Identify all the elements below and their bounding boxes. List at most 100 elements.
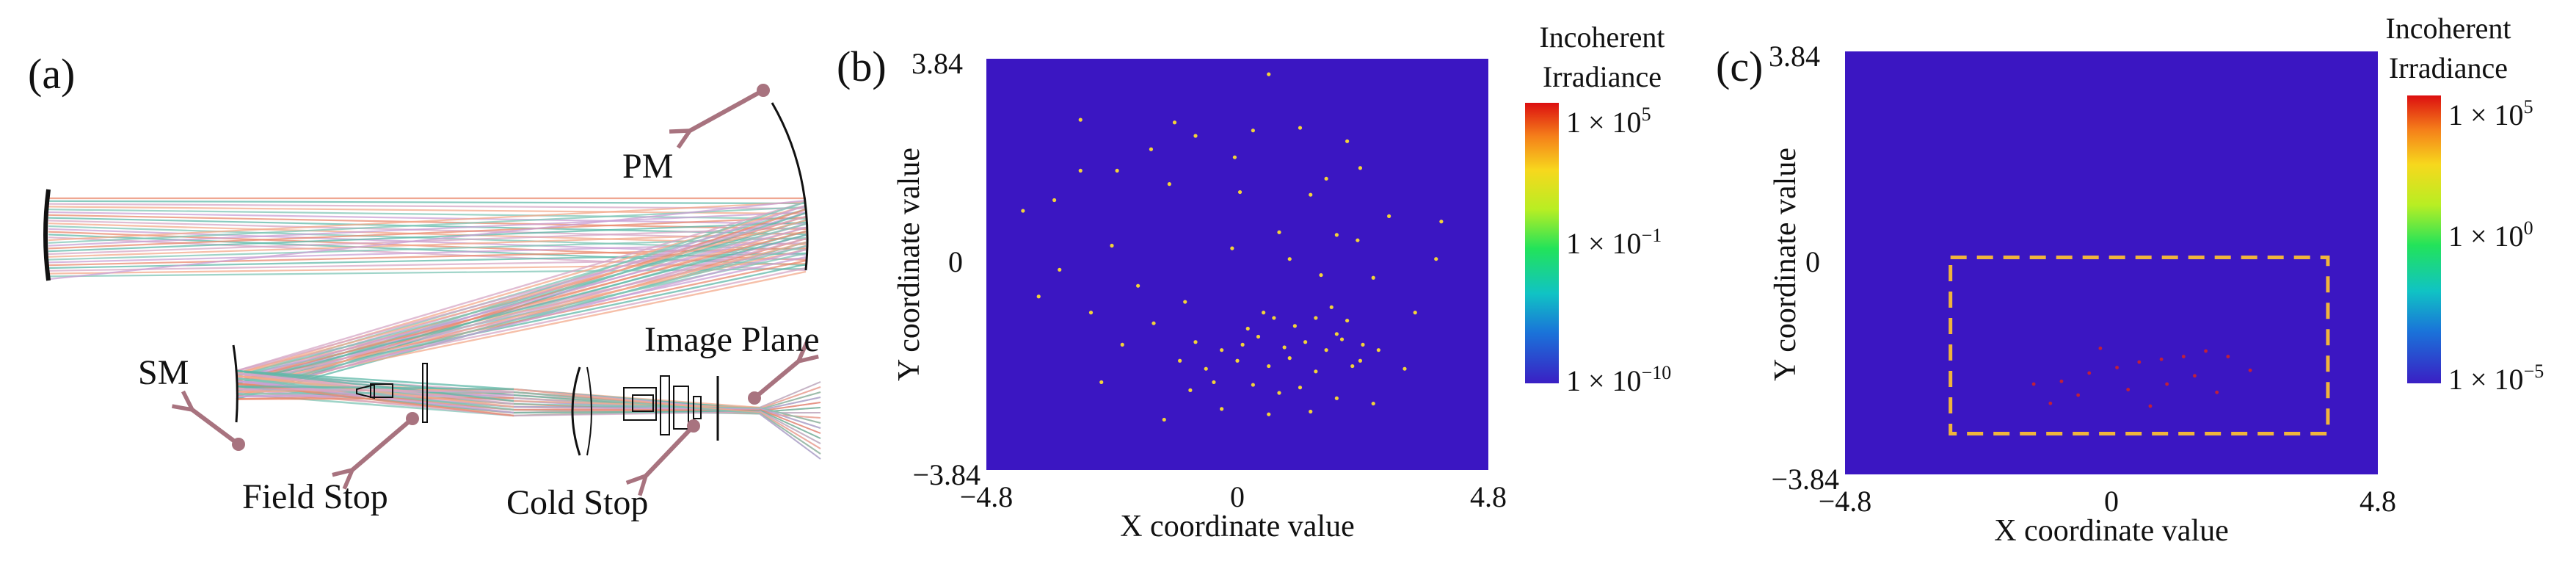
- irradiance-point: [1162, 417, 1166, 422]
- ray: [48, 199, 807, 281]
- field-stop-pointer-arrow: [352, 412, 419, 470]
- irradiance-point: [1309, 409, 1313, 414]
- irradiance-point: [1136, 283, 1140, 288]
- colorbar-b: Incoherent Irradiance 1 × 105 1 × 10−1 1…: [1525, 21, 1671, 397]
- ray: [759, 412, 821, 455]
- irradiance-point: [1220, 348, 1224, 352]
- irradiance-point: [1334, 396, 1339, 400]
- image-plane-label: Image Plane: [644, 320, 820, 359]
- ray: [48, 200, 807, 205]
- irradiance-point: [1256, 334, 1261, 339]
- ray: [759, 386, 821, 410]
- ray: [48, 200, 807, 242]
- irradiance-point: [1178, 358, 1182, 363]
- irradiance-point: [1314, 369, 1318, 374]
- irradiance-point: [2193, 374, 2197, 378]
- ray: [236, 248, 807, 395]
- irradiance-point: [1251, 129, 1255, 133]
- irradiance-point: [1267, 412, 1271, 416]
- ray: [759, 397, 821, 411]
- irradiance-point: [1052, 198, 1057, 203]
- irradiance-point: [1345, 139, 1350, 143]
- ray: [48, 236, 807, 261]
- colorbar-title-line2-c: Irradiance: [2389, 51, 2508, 84]
- irradiance-point: [2115, 366, 2119, 369]
- primary-mirror: [771, 102, 809, 271]
- ray-bundle-relay: [236, 369, 821, 460]
- colorbar-title-line1-b: Incoherent: [1539, 21, 1664, 54]
- colorbar-tick-bottom-c: 1 × 10−5: [2448, 361, 2544, 396]
- irradiance-point: [1356, 238, 1360, 242]
- x-tick-min-c: −4.8: [1819, 485, 1872, 518]
- irradiance-point: [1204, 366, 1208, 371]
- ray: [759, 411, 821, 449]
- irradiance-point: [2059, 379, 2064, 383]
- irradiance-point: [1188, 388, 1193, 392]
- irradiance-point: [1058, 267, 1062, 272]
- ray: [236, 226, 807, 380]
- irradiance-point: [2226, 355, 2230, 358]
- ray: [759, 391, 821, 411]
- panel-c: (c) 3.84 0 −3.84 −4.8 0 4.8 X coordinate…: [1716, 12, 2544, 548]
- irradiance-point: [1324, 176, 1328, 181]
- irradiance-points-c: [2031, 346, 2252, 408]
- ray: [236, 219, 807, 375]
- irradiance-point: [1358, 358, 1363, 363]
- irradiance-point: [2087, 371, 2092, 375]
- irradiance-point: [1277, 230, 1281, 234]
- colorbar-tick-mid-b: 1 × 10−1: [1566, 225, 1662, 260]
- irradiance-point: [1230, 246, 1234, 250]
- ray-bundle-return: [236, 200, 807, 400]
- y-tick-min-c: −3.84: [1771, 463, 1839, 496]
- irradiance-point: [2098, 346, 2103, 350]
- ray: [236, 256, 807, 380]
- ray: [759, 381, 821, 408]
- irradiance-point: [1245, 326, 1250, 331]
- ray: [236, 223, 807, 377]
- irradiance-point: [1434, 257, 1438, 261]
- irradiance-point: [1099, 380, 1104, 385]
- pm-label: PM: [622, 147, 673, 186]
- irradiance-point: [1314, 316, 1318, 320]
- ray: [759, 408, 821, 434]
- colorbar-c: Incoherent Irradiance 1 × 105 1 × 100 1 …: [2385, 12, 2544, 396]
- y-tick-zero-b: 0: [948, 245, 963, 278]
- irradiance-point: [2031, 382, 2036, 386]
- colorbar-tick-bottom-b: 1 × 10−10: [1566, 362, 1671, 397]
- irradiance-point: [1358, 166, 1363, 170]
- irradiance-point: [1287, 356, 1292, 361]
- y-axis-label-c: Y coordinate value: [1769, 148, 1802, 381]
- irradiance-point: [2148, 404, 2153, 408]
- detector-plot-c: [1845, 51, 2378, 474]
- ray: [48, 216, 807, 250]
- irradiance-point: [2248, 368, 2252, 372]
- ray: [48, 231, 807, 258]
- irradiance-point: [1036, 294, 1041, 299]
- irradiance-point: [1324, 348, 1328, 352]
- irradiance-point: [1078, 168, 1083, 173]
- irradiance-point: [1262, 311, 1266, 315]
- colorbar-title-line1-c: Incoherent: [2385, 12, 2511, 45]
- colorbar-gradient-b: [1525, 103, 1559, 383]
- x-axis-label-c: X coordinate value: [1994, 514, 2229, 548]
- irradiance-point: [1329, 305, 1334, 309]
- x-tick-max-b: 4.8: [1470, 480, 1507, 513]
- irradiance-point: [2181, 355, 2186, 358]
- irradiance-point: [1088, 311, 1094, 315]
- irradiance-point: [1402, 366, 1407, 371]
- detector-plot-b: [986, 59, 1488, 470]
- panel-c-label: (c): [1716, 43, 1763, 90]
- x-tick-zero-c: 0: [2104, 485, 2119, 518]
- relay-lens-group: [571, 366, 719, 456]
- irradiance-point: [1439, 220, 1444, 224]
- irradiance-point: [1232, 155, 1237, 159]
- irradiance-point: [1361, 342, 1365, 347]
- irradiance-point: [1110, 243, 1114, 248]
- y-tick-max-c: 3.84: [1769, 40, 1820, 73]
- ray: [759, 408, 821, 429]
- irradiance-point: [2165, 382, 2169, 386]
- colorbar-tick-top-c: 1 × 105: [2448, 96, 2533, 131]
- irradiance-point: [1237, 189, 1242, 195]
- entrance-window: [43, 189, 51, 281]
